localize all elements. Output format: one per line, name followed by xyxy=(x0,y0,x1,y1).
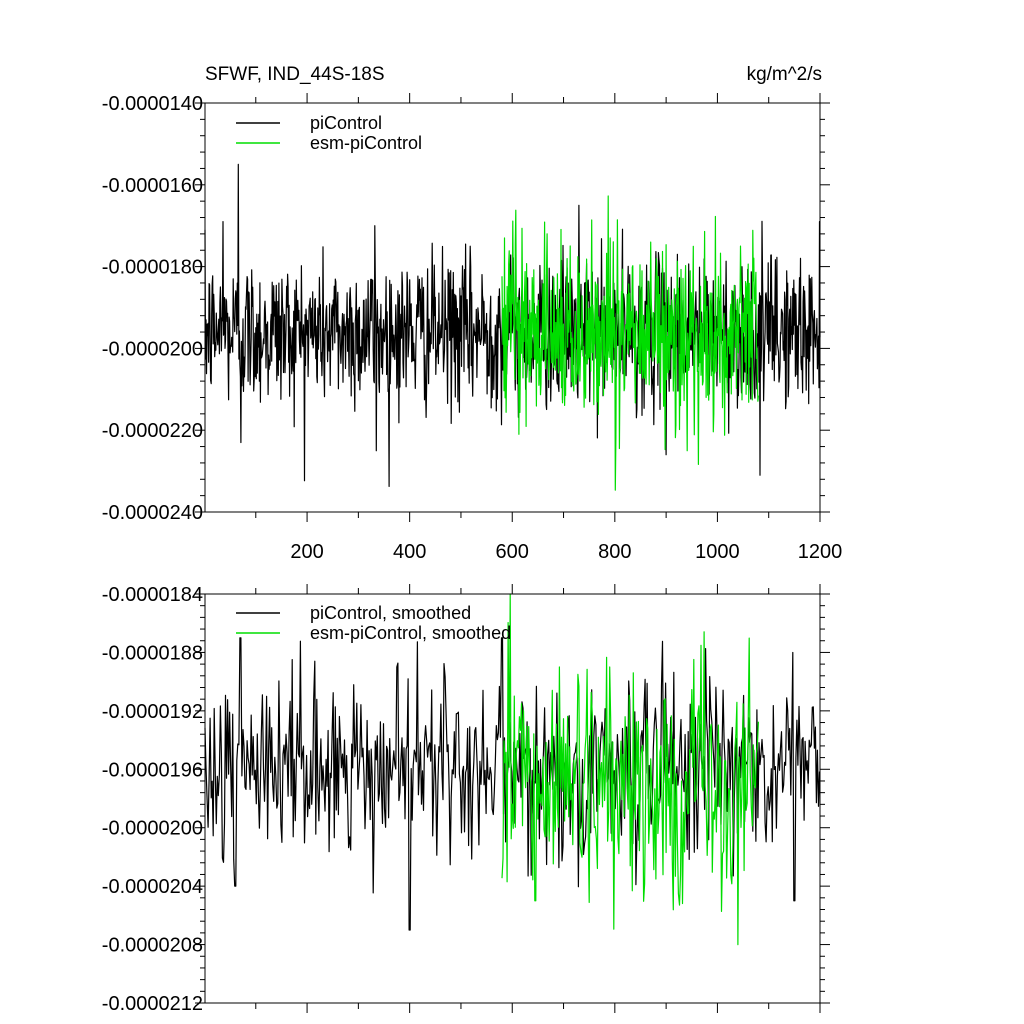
y-tick-label: -0.0000180 xyxy=(102,257,203,279)
y-tick-label: -0.0000204 xyxy=(102,876,203,898)
y-tick-label: -0.0000212 xyxy=(102,993,203,1015)
top-panel-legend: piControl esm-piControl xyxy=(236,113,422,153)
y-tick-label: -0.0000240 xyxy=(102,502,203,524)
x-tick-label: 1200 xyxy=(798,541,843,563)
x-tick-label: 400 xyxy=(393,541,426,563)
bottom-panel-ticks: -0.0000184 -0.0000188 -0.0000192 -0.0000196… xyxy=(102,584,830,1015)
top-panel: SFWF, IND_44S-18S kg/m^2/s -0.0000140-0.… xyxy=(102,64,842,563)
top-panel-title: SFWF, IND_44S-18S xyxy=(205,64,385,85)
y-tick-label: -0.0000200 xyxy=(102,818,203,840)
y-tick-label: -0.0000184 xyxy=(102,584,203,606)
y-tick-label: -0.0000140 xyxy=(102,93,203,115)
series-line-picontrol-smoothed xyxy=(204,637,821,931)
y-tick-label: -0.0000192 xyxy=(102,701,203,723)
top-panel-series xyxy=(204,163,821,491)
bottom-panel-legend: piControl, smoothed esm-piControl, smoot… xyxy=(236,603,511,643)
top-panel-units: kg/m^2/s xyxy=(747,64,822,85)
y-tick-label: -0.0000208 xyxy=(102,935,203,957)
x-tick-label: 600 xyxy=(496,541,529,563)
x-tick-label: 1000 xyxy=(695,541,740,563)
bottom-panel-frame xyxy=(204,593,821,1004)
series-line-picontrol xyxy=(204,163,821,487)
y-tick-label: -0.0000188 xyxy=(102,642,203,664)
series-line-esm-picontrol xyxy=(501,195,759,491)
series-line-esm-picontrol-smoothed xyxy=(501,593,759,946)
x-tick-label: 200 xyxy=(290,541,323,563)
y-tick-label: -0.0000196 xyxy=(102,759,203,781)
top-panel-ticks: -0.0000140 -0.0000160 -0.0000180 -0.0000200… xyxy=(102,93,842,563)
y-tick-label: -0.0000220 xyxy=(102,420,203,442)
y-tick-label: -0.0000160 xyxy=(102,175,203,197)
top-panel-frame xyxy=(204,102,821,513)
y-tick-label: -0.0000200 xyxy=(102,338,203,360)
legend-label-picontrol: piControl xyxy=(310,113,382,133)
x-tick-label: 800 xyxy=(598,541,631,563)
legend-label-esm-picontrol-smoothed: esm-piControl, smoothed xyxy=(310,623,511,643)
bottom-panel-series xyxy=(204,593,821,946)
legend-label-esm-picontrol: esm-piControl xyxy=(310,133,422,153)
bottom-panel: -0.0000184 -0.0000188 -0.0000192 -0.0000196… xyxy=(102,584,830,1015)
legend-label-picontrol-smoothed: piControl, smoothed xyxy=(310,603,471,623)
